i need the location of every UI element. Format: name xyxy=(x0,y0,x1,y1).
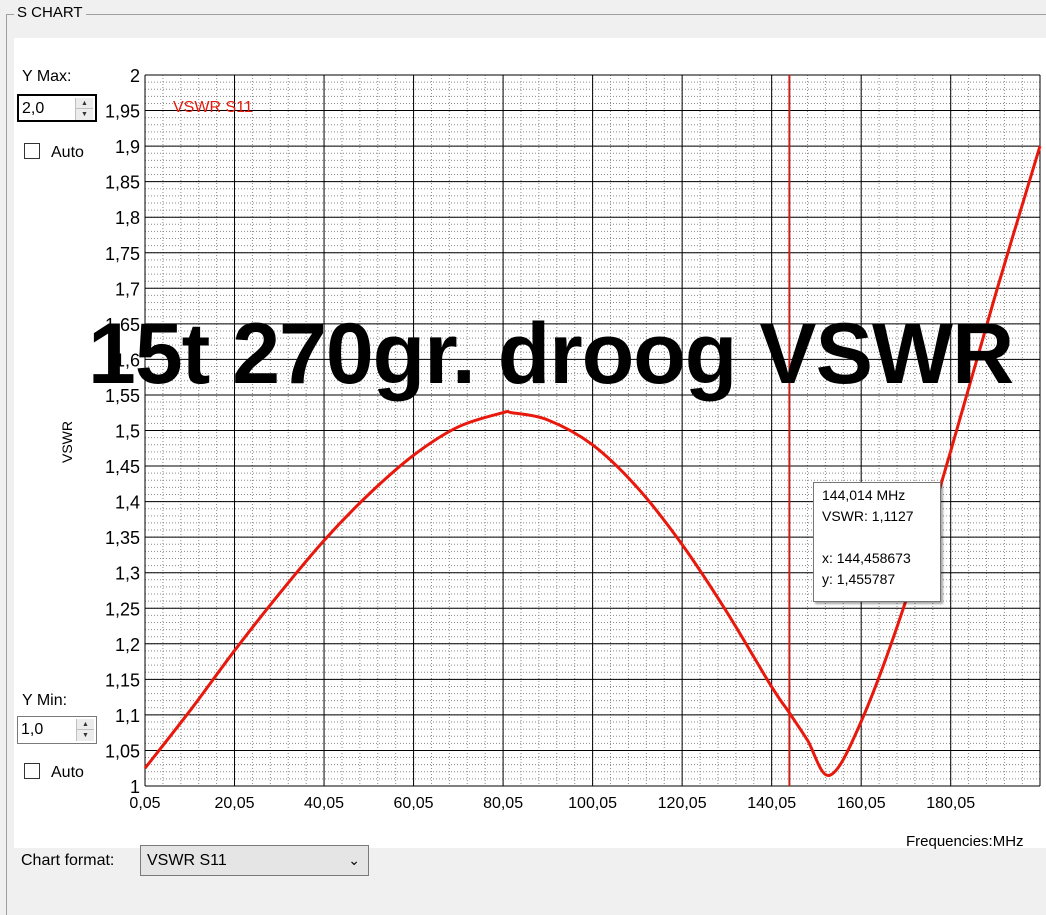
ymax-auto-label: Auto xyxy=(51,144,84,161)
ymin-label: Y Min: xyxy=(22,692,68,709)
x-tick-label: 140,05 xyxy=(747,795,796,812)
ymax-label: Y Max: xyxy=(22,68,72,85)
ymax-auto-checkbox[interactable] xyxy=(24,143,40,159)
y-tick-label: 1,45 xyxy=(105,457,140,477)
y-tick-label: 1,6 xyxy=(115,350,140,370)
ymin-value[interactable]: 1,0 xyxy=(21,721,44,738)
y-tick-label: 1,25 xyxy=(105,599,140,619)
ymin-auto-checkbox[interactable] xyxy=(24,763,40,779)
x-tick-label: 180,05 xyxy=(926,795,975,812)
ymin-up-arrow-icon[interactable]: ▲ xyxy=(77,719,94,730)
y-tick-labels: 1 1,05 1,1 1,15 1,2 1,25 1,3 1,35 1,4 1,45 1,5 1,55… xyxy=(105,66,140,797)
ymin-auto-label: Auto xyxy=(51,764,84,781)
ymin-spinbox[interactable]: 1,0 ▲ ▼ xyxy=(17,716,97,744)
chart-format-label: Chart format: xyxy=(21,852,115,869)
y-tick-label: 1,75 xyxy=(105,244,140,264)
x-axis-label: Frequencies:MHz xyxy=(906,833,1024,850)
vswr-chart: 1 1,05 1,1 1,15 1,2 1,25 1,3 1,35 1,4 1,45 1,5 1,55… xyxy=(59,66,1042,812)
ymax-down-arrow-icon[interactable]: ▼ xyxy=(81,111,88,118)
x-tick-label: 20,05 xyxy=(214,795,254,812)
y-tick-label: 1,65 xyxy=(105,315,140,335)
x-tick-label: 160,05 xyxy=(837,795,886,812)
y-tick-label: 1,35 xyxy=(105,528,140,548)
y-tick-label: 1,95 xyxy=(105,102,140,122)
y-tick-label: 1,5 xyxy=(115,422,140,442)
x-tick-label: 80,05 xyxy=(483,795,523,812)
y-tick-label: 2 xyxy=(130,66,140,86)
y-axis-label: VSWR xyxy=(59,421,75,463)
cursor-tooltip: 144,014 MHz VSWR: 1,1127 x: 144,458673 y… xyxy=(813,482,941,602)
chart-format-select[interactable]: VSWR S11 ⌄ xyxy=(140,845,369,876)
x-tick-label: 60,05 xyxy=(394,795,434,812)
y-tick-label: 1,85 xyxy=(105,173,140,193)
tooltip-y: y: 1,455787 xyxy=(822,571,896,587)
y-tick-label: 1,15 xyxy=(105,670,140,690)
ymin-spin-buttons[interactable]: ▲ ▼ xyxy=(76,719,94,741)
y-tick-label: 1,4 xyxy=(115,493,140,513)
y-tick-label: 1,05 xyxy=(105,741,140,761)
overlay-title: 15t 270gr. droog VSWR xyxy=(88,306,1014,402)
ymax-up-arrow-icon[interactable]: ▲ xyxy=(76,98,93,109)
y-tick-label: 1,2 xyxy=(115,635,140,655)
legend-entry: VSWR S11 xyxy=(173,99,253,116)
x-tick-labels: 0,05 20,05 40,05 60,05 80,05 100,05 120,05 140,… xyxy=(129,795,975,812)
y-tick-label: 1,9 xyxy=(115,137,140,157)
group-title: S CHART xyxy=(14,4,86,21)
tooltip-spacer xyxy=(822,529,932,550)
y-tick-label: 1,3 xyxy=(115,564,140,584)
ymax-spin-buttons[interactable]: ▲ ▼ xyxy=(75,98,93,120)
ymax-spinbox[interactable]: 2,0 ▲ ▼ xyxy=(17,94,97,122)
x-tick-label: 100,05 xyxy=(568,795,617,812)
chevron-down-icon[interactable]: ⌄ xyxy=(348,852,360,868)
chart-panel: 1 1,05 1,1 1,15 1,2 1,25 1,3 1,35 1,4 1,45 1,5 1,55… xyxy=(14,38,1046,848)
s-chart-group xyxy=(6,14,1046,915)
tooltip-vswr: VSWR: 1,1127 xyxy=(822,508,914,524)
x-tick-label: 40,05 xyxy=(304,795,344,812)
chart-format-value[interactable]: VSWR S11 xyxy=(147,852,227,869)
y-tick-label: 1,1 xyxy=(115,706,140,726)
ymin-down-arrow-icon[interactable]: ▼ xyxy=(82,732,89,739)
y-tick-label: 1,8 xyxy=(115,208,140,228)
tooltip-frequency: 144,014 MHz xyxy=(822,487,906,503)
y-tick-label: 1 xyxy=(130,777,140,797)
y-tick-label: 1,7 xyxy=(115,279,140,299)
x-tick-label: 120,05 xyxy=(658,795,707,812)
ymax-value[interactable]: 2,0 xyxy=(22,100,45,117)
tooltip-x: x: 144,458673 xyxy=(822,550,911,566)
major-grid xyxy=(144,74,1041,787)
x-tick-label: 0,05 xyxy=(129,795,160,812)
y-tick-label: 1,55 xyxy=(105,386,140,406)
